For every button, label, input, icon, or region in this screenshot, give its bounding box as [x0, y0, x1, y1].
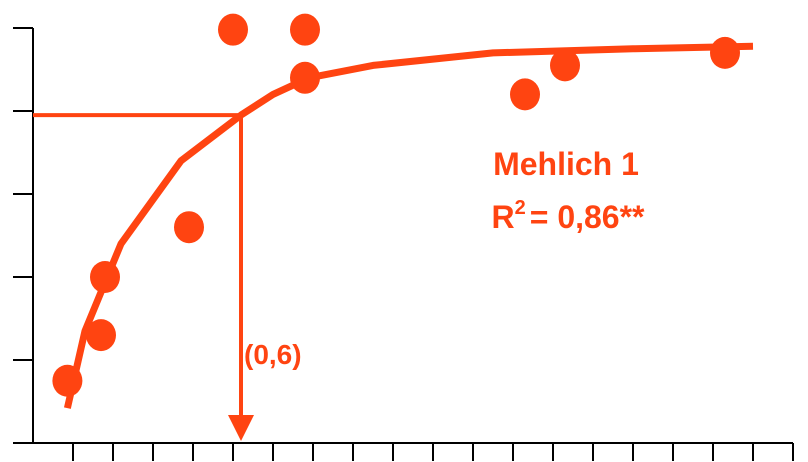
data-points	[52, 13, 740, 397]
reference-lines	[33, 113, 254, 441]
data-point	[550, 49, 580, 82]
axes	[13, 27, 794, 461]
data-point	[218, 13, 248, 46]
r-squared-label: R2 = 0,86**	[492, 197, 646, 235]
data-point	[290, 61, 320, 94]
data-point	[90, 261, 120, 293]
data-point	[510, 78, 540, 111]
method-label: Mehlich 1	[493, 146, 639, 182]
r-squared-value: = 0,86**	[530, 199, 645, 235]
data-point	[86, 319, 116, 352]
data-point	[52, 364, 83, 397]
arrow-head-icon	[228, 415, 254, 441]
data-point	[290, 13, 320, 46]
r-squared-superscript: 2	[515, 197, 526, 219]
fit-curve	[63, 42, 754, 409]
r-squared-symbol: R	[492, 199, 515, 235]
data-point	[710, 36, 740, 69]
fit-curve-group	[63, 42, 754, 409]
data-point	[174, 211, 204, 244]
arrow-value-label: (0,6)	[244, 339, 302, 370]
